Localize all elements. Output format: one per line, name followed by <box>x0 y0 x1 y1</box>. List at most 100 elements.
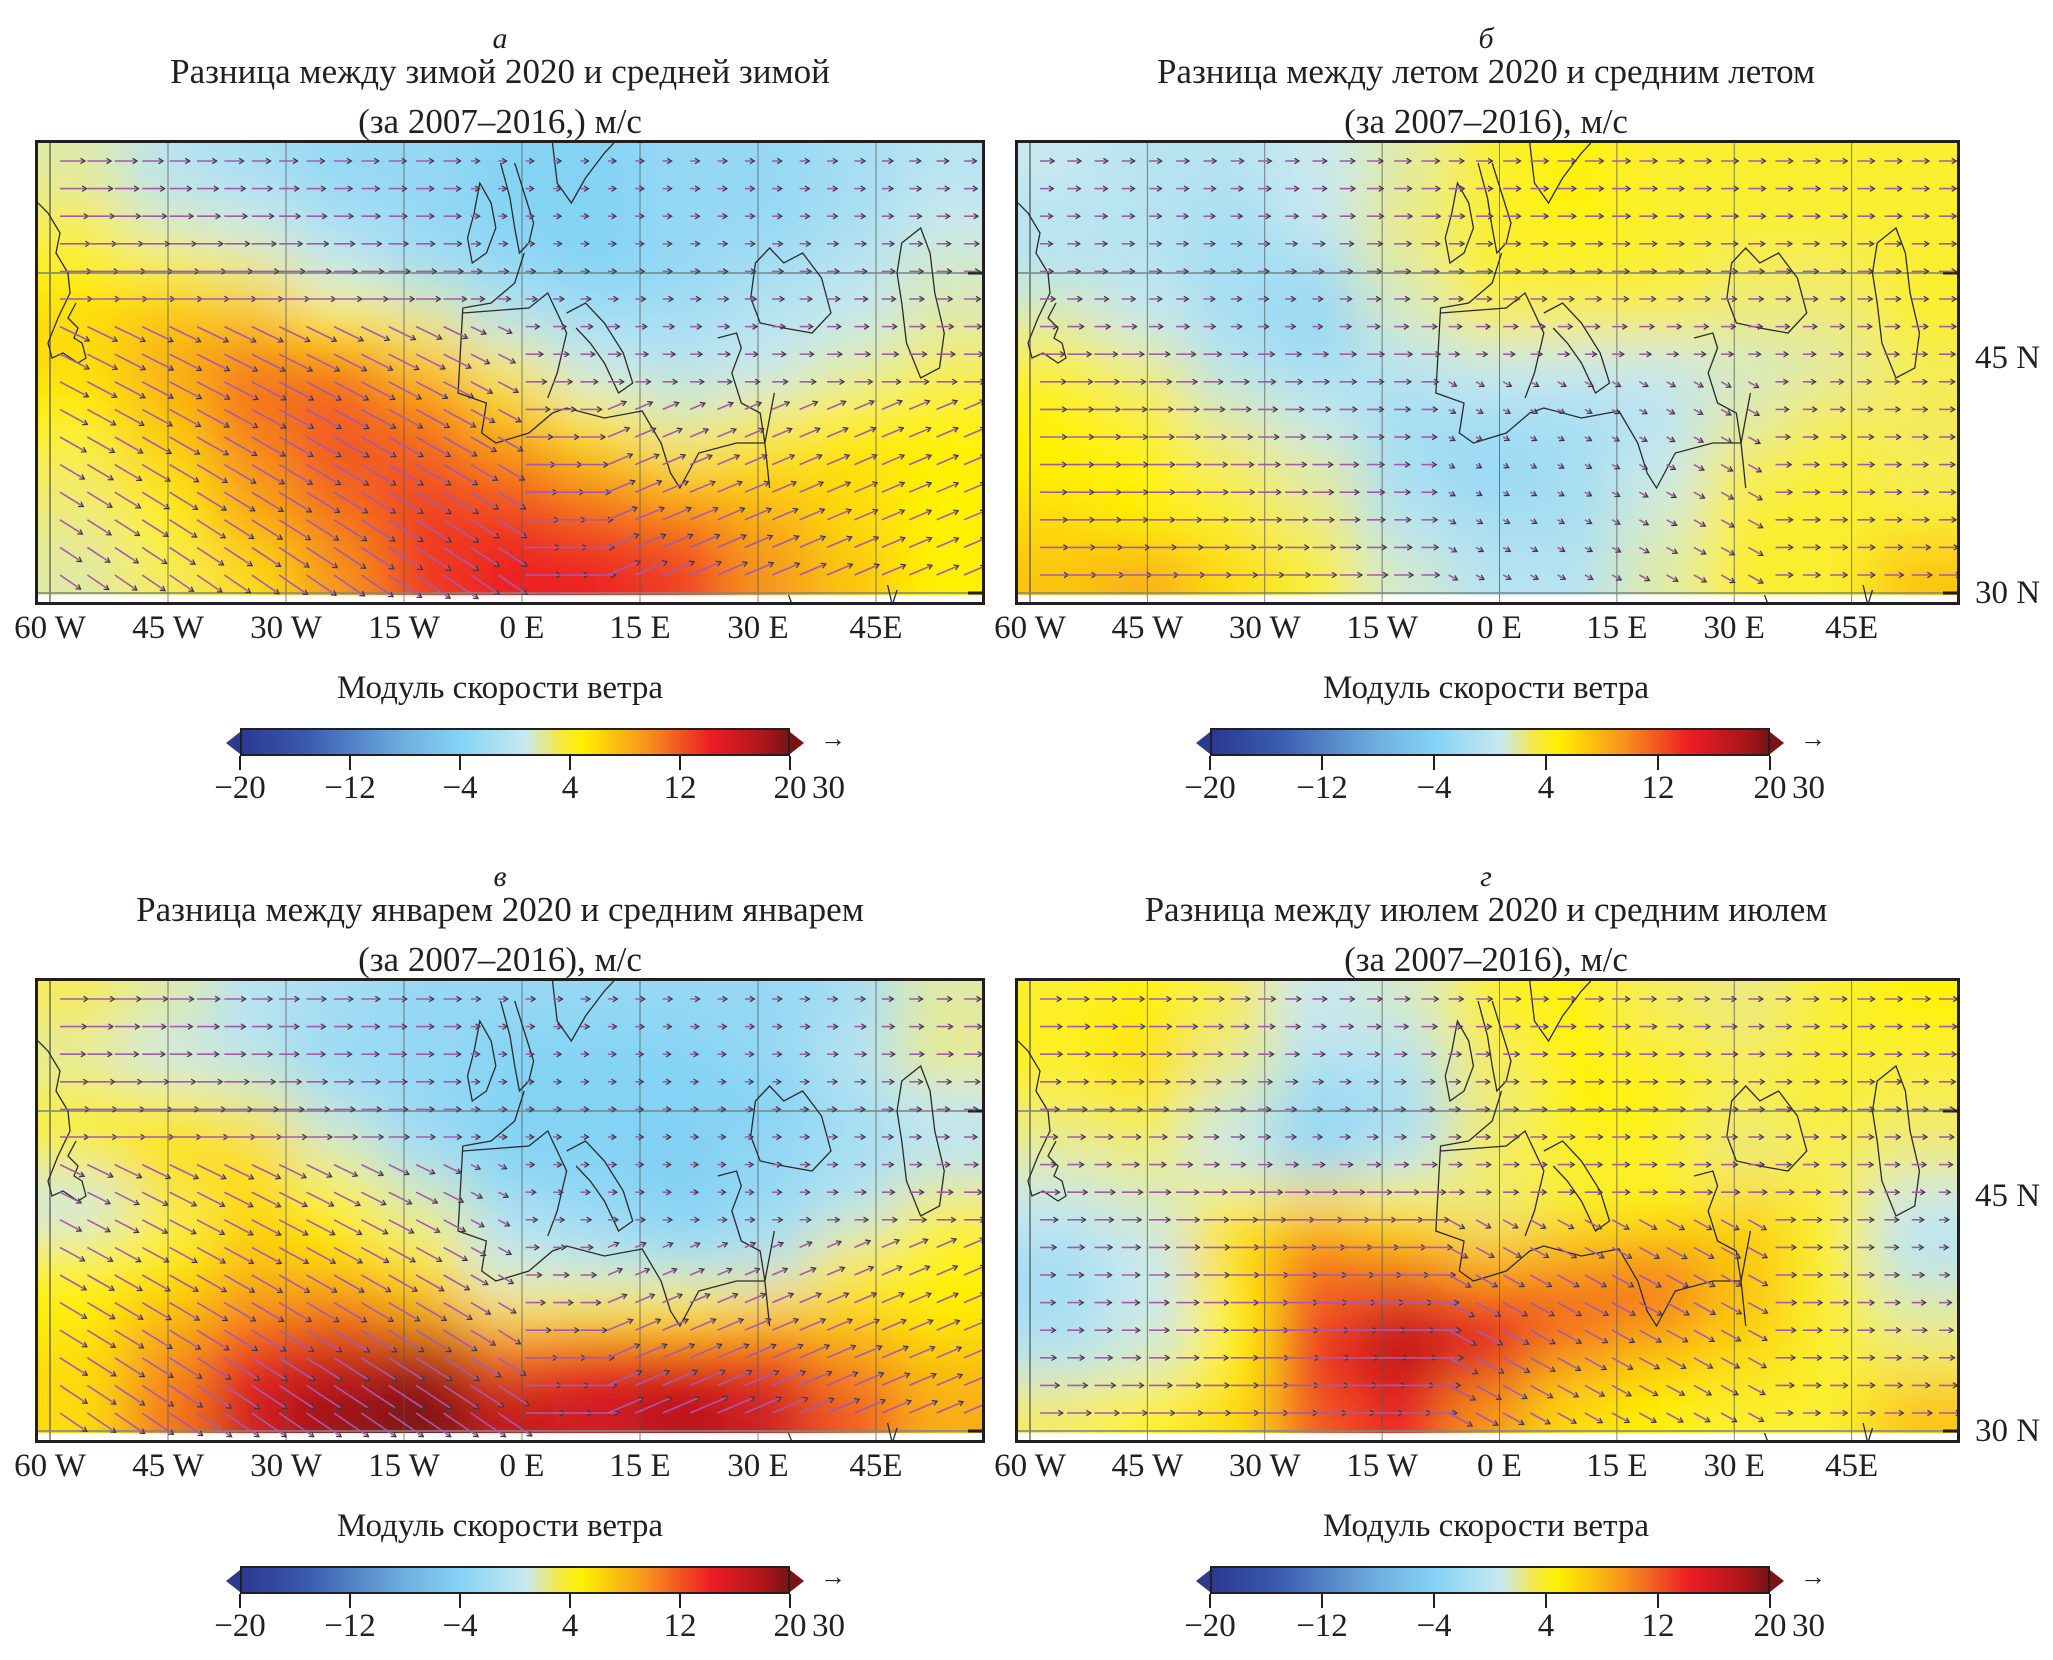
heatmap-cell <box>896 394 982 445</box>
heatmap-cell <box>1103 444 1189 495</box>
heatmap-cell <box>38 1182 125 1233</box>
heatmap-cell <box>1872 294 1957 345</box>
heatmap-cell <box>381 1232 468 1283</box>
heatmap-cell <box>295 1132 382 1183</box>
heatmap-cell <box>553 1081 640 1132</box>
colorbar-tick <box>1545 756 1547 770</box>
heatmap-field <box>38 981 982 1440</box>
heatmap-cell <box>1616 981 1702 1032</box>
heatmap-cell <box>1786 1132 1872 1183</box>
heatmap-cell <box>725 1383 812 1434</box>
heatmap-cell <box>896 294 982 345</box>
heatmap-cell <box>1616 344 1702 395</box>
heatmap-cell <box>1274 193 1360 244</box>
x-tick-label: 30 W <box>1229 610 1301 647</box>
heatmap-cell <box>896 1232 982 1283</box>
heatmap-cell <box>1445 344 1531 395</box>
heatmap-cell <box>725 981 812 1032</box>
heatmap-cell <box>1445 394 1531 445</box>
colorbar-label: Модуль скорости ветра <box>0 670 1013 707</box>
heatmap-cell <box>1872 1383 1957 1434</box>
heatmap-cell <box>124 1081 211 1132</box>
heatmap-cell <box>639 1031 726 1082</box>
heatmap-field <box>1018 981 1957 1440</box>
heatmap-cell <box>553 243 640 294</box>
heatmap-cell <box>1018 1232 1104 1283</box>
heatmap-cell <box>639 1132 726 1183</box>
map-plot <box>38 143 982 602</box>
heatmap-cell <box>38 1081 125 1132</box>
heatmap-cell <box>896 495 982 546</box>
heatmap-cell <box>381 1031 468 1082</box>
colorbar-tick <box>789 756 791 770</box>
heatmap-cell <box>1701 193 1787 244</box>
heatmap-cell <box>810 1031 897 1082</box>
heatmap-cell <box>810 143 897 194</box>
heatmap-cell <box>1701 1182 1787 1233</box>
colorbar-tick <box>1433 756 1435 770</box>
heatmap-cell <box>810 1282 897 1333</box>
heatmap-cell <box>381 1132 468 1183</box>
heatmap-cell <box>1359 444 1445 495</box>
colorbar-label: Модуль скорости ветра <box>0 1508 1013 1545</box>
heatmap-cell <box>210 1031 297 1082</box>
heatmap-cell <box>1189 1132 1275 1183</box>
heatmap-cell <box>1189 1282 1275 1333</box>
map-bottom-strip <box>1018 1433 1957 1440</box>
heatmap-cell <box>1616 294 1702 345</box>
colorbar-tick <box>1321 756 1323 770</box>
heatmap-cell <box>1274 1081 1360 1132</box>
x-tick-label: 30 W <box>250 610 322 647</box>
heatmap-cell <box>639 1182 726 1233</box>
heatmap-cell <box>1616 243 1702 294</box>
heatmap-cell <box>639 1232 726 1283</box>
colorbar-tick-label: −4 <box>1416 770 1451 807</box>
heatmap-cell <box>1189 193 1275 244</box>
heatmap-cell <box>1872 1081 1957 1132</box>
heatmap-cell <box>639 1282 726 1333</box>
heatmap-cell <box>639 1081 726 1132</box>
heatmap-cell <box>896 243 982 294</box>
heatmap-cell <box>1189 981 1275 1032</box>
colorbar-tick <box>239 756 241 770</box>
heatmap-cell <box>1616 394 1702 445</box>
reference-arrow-icon: → <box>820 1562 846 1592</box>
x-tick-label: 60 W <box>994 610 1066 647</box>
heatmap-cell <box>124 243 211 294</box>
heatmap-cell <box>38 344 125 395</box>
heatmap-cell <box>1616 1081 1702 1132</box>
reference-arrow-icon: → <box>1800 724 1826 754</box>
heatmap-cell <box>896 545 982 596</box>
x-tick-label: 15 W <box>1346 610 1418 647</box>
colorbar-extend-max <box>790 732 804 754</box>
heatmap-cell <box>896 1182 982 1233</box>
heatmap-cell <box>639 243 726 294</box>
heatmap-cell <box>1616 143 1702 194</box>
colorbar-tick-label: 12 <box>664 770 697 807</box>
map-frame <box>1015 978 1960 1443</box>
heatmap-cell <box>1530 444 1616 495</box>
heatmap-cell <box>38 394 125 445</box>
heatmap-cell <box>1018 243 1104 294</box>
heatmap-cell <box>1274 1383 1360 1434</box>
heatmap-cell <box>1274 143 1360 194</box>
heatmap-cell <box>725 1182 812 1233</box>
heatmap-cell <box>639 1383 726 1434</box>
colorbar-tick-label: 12 <box>1642 770 1675 807</box>
colorbar-tick <box>569 756 571 770</box>
map-plot <box>38 981 982 1440</box>
x-tick-label: 0 E <box>500 1448 545 1485</box>
panel-title-line1: Разница между летом 2020 и средним летом <box>973 47 1999 97</box>
heatmap-cell <box>810 1232 897 1283</box>
heatmap-cell <box>1274 981 1360 1032</box>
heatmap-cell <box>1530 1383 1616 1434</box>
panel-title-line1: Разница между зимой 2020 и средней зимой <box>0 47 1013 97</box>
heatmap-cell <box>1103 1031 1189 1082</box>
heatmap-cell <box>896 143 982 194</box>
heatmap-cell <box>467 545 554 596</box>
heatmap-cell <box>381 495 468 546</box>
x-tick-label: 45E <box>1825 610 1878 647</box>
